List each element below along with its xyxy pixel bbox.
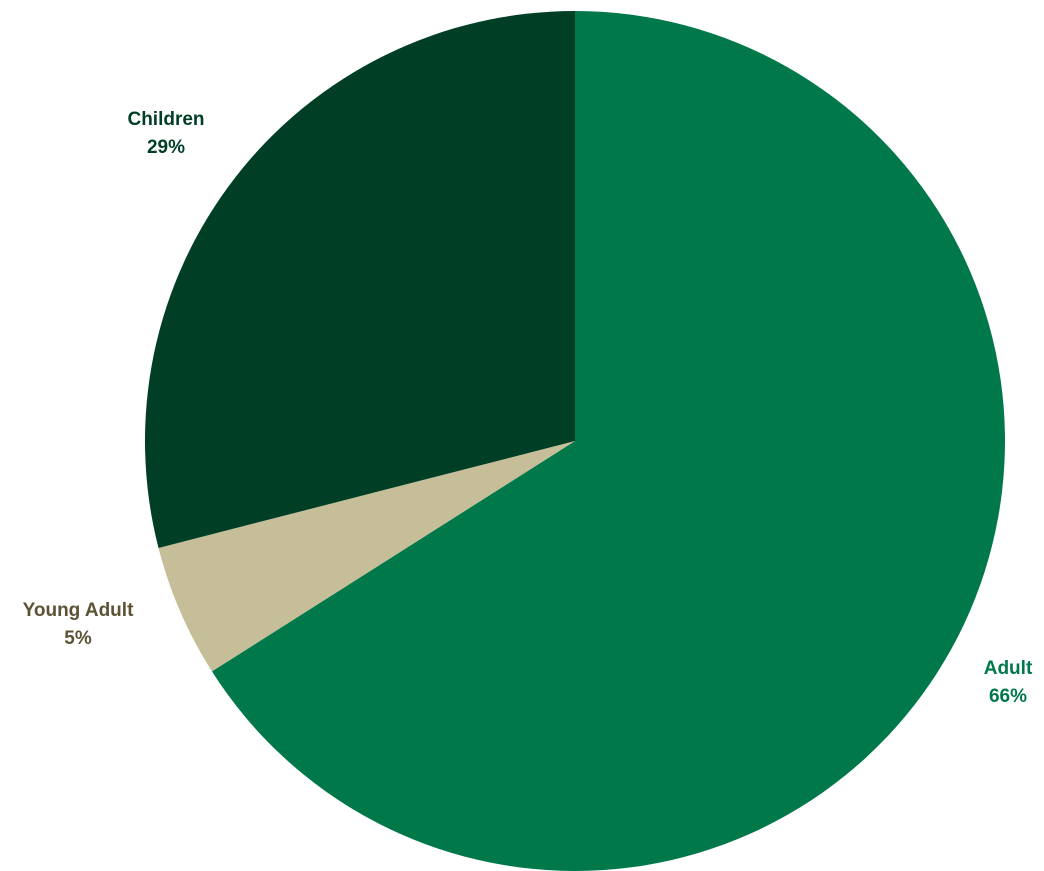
pie-slice-young-adult	[158, 441, 575, 672]
slice-label-young-adult: Young Adult 5%	[23, 597, 134, 653]
slice-label-children-name: Children	[127, 109, 205, 130]
slice-label-children: Children 29%	[127, 106, 204, 162]
slice-label-adult: Adult 66%	[984, 655, 1033, 711]
slice-label-adult-value: 66%	[988, 686, 1028, 707]
pie-slice-children	[144, 11, 575, 548]
slice-label-children-value: 29%	[146, 137, 186, 158]
slice-label-young-adult-name: Young Adult	[22, 600, 134, 621]
pie-slice-adult	[211, 11, 1005, 871]
slice-label-adult-name: Adult	[983, 658, 1033, 679]
slice-label-young-adult-value: 5%	[64, 628, 92, 649]
